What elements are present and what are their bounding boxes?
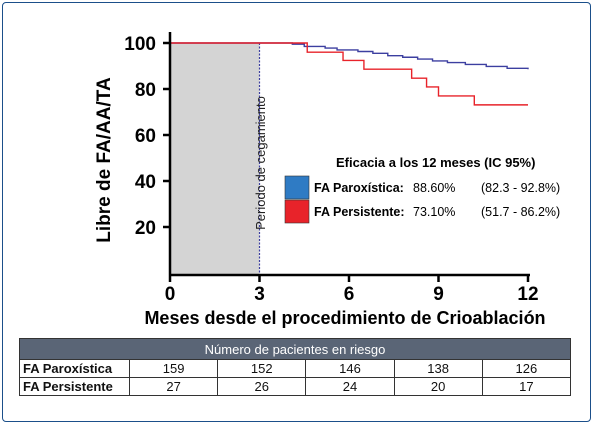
y-tick-label: 60 bbox=[135, 126, 156, 147]
risk-row-label: FA Paroxística bbox=[19, 359, 130, 378]
x-tick-label: 6 bbox=[344, 284, 355, 305]
legend-value: 88.60% bbox=[413, 181, 455, 195]
legend-ci: (82.3 - 92.8%) bbox=[481, 181, 560, 195]
risk-cell: 20 bbox=[393, 377, 483, 396]
legend-series-name: FA Paroxística: bbox=[314, 181, 404, 195]
legend-swatch bbox=[284, 175, 310, 200]
y-tick-label: 80 bbox=[135, 80, 156, 101]
risk-cell: 17 bbox=[481, 377, 572, 396]
blanking-period-area bbox=[170, 43, 260, 275]
legend-series-name: FA Persistente: bbox=[314, 205, 405, 219]
tick-group: 20 40 60 80 100 0 3 6 9 12 bbox=[124, 34, 538, 305]
table-row: FA Persistente 27 26 24 20 17 bbox=[19, 377, 572, 396]
legend-title: Eficacia a los 12 meses (IC 95%) bbox=[336, 155, 535, 170]
series-line-persistente bbox=[170, 42, 528, 106]
y-tick-label: 40 bbox=[135, 172, 156, 193]
legend-ci: (51.7 - 86.2%) bbox=[481, 205, 560, 219]
table-row: FA Paroxística 159 152 146 138 126 bbox=[19, 359, 572, 378]
risk-cell: 27 bbox=[128, 377, 219, 396]
legend-value: 73.10% bbox=[413, 205, 455, 219]
x-tick-label: 0 bbox=[165, 284, 176, 305]
y-tick-label: 100 bbox=[124, 34, 156, 55]
risk-cell: 152 bbox=[217, 359, 307, 378]
risk-cell: 24 bbox=[305, 377, 395, 396]
blanking-period-label: Periodo de cegamiento bbox=[253, 96, 268, 230]
series-group bbox=[170, 42, 529, 106]
risk-cell: 26 bbox=[217, 377, 307, 396]
x-tick-label: 3 bbox=[254, 284, 265, 305]
legend-swatch bbox=[284, 199, 310, 224]
risk-table-title: Número de pacientes en riesgo bbox=[19, 338, 571, 360]
risk-cell: 138 bbox=[393, 359, 483, 378]
x-axis-label: Meses desde el procedimiento de Crioabla… bbox=[144, 308, 545, 328]
risk-cell: 146 bbox=[305, 359, 395, 378]
y-axis-label: Libre de FA/AA/TA bbox=[94, 77, 115, 243]
risk-cell: 126 bbox=[481, 359, 572, 378]
risk-table: Número de pacientes en riesgo FA Paroxís… bbox=[19, 338, 572, 396]
risk-row-label: FA Persistente bbox=[19, 377, 130, 396]
legend: FA Paroxística: 88.60% (82.3 - 92.8%) FA Pe… bbox=[284, 175, 560, 224]
x-tick-label: 12 bbox=[517, 284, 538, 305]
y-tick-label: 20 bbox=[135, 218, 156, 239]
x-tick-label: 9 bbox=[433, 284, 444, 305]
risk-cell: 159 bbox=[128, 359, 219, 378]
figure-frame bbox=[2, 2, 591, 422]
